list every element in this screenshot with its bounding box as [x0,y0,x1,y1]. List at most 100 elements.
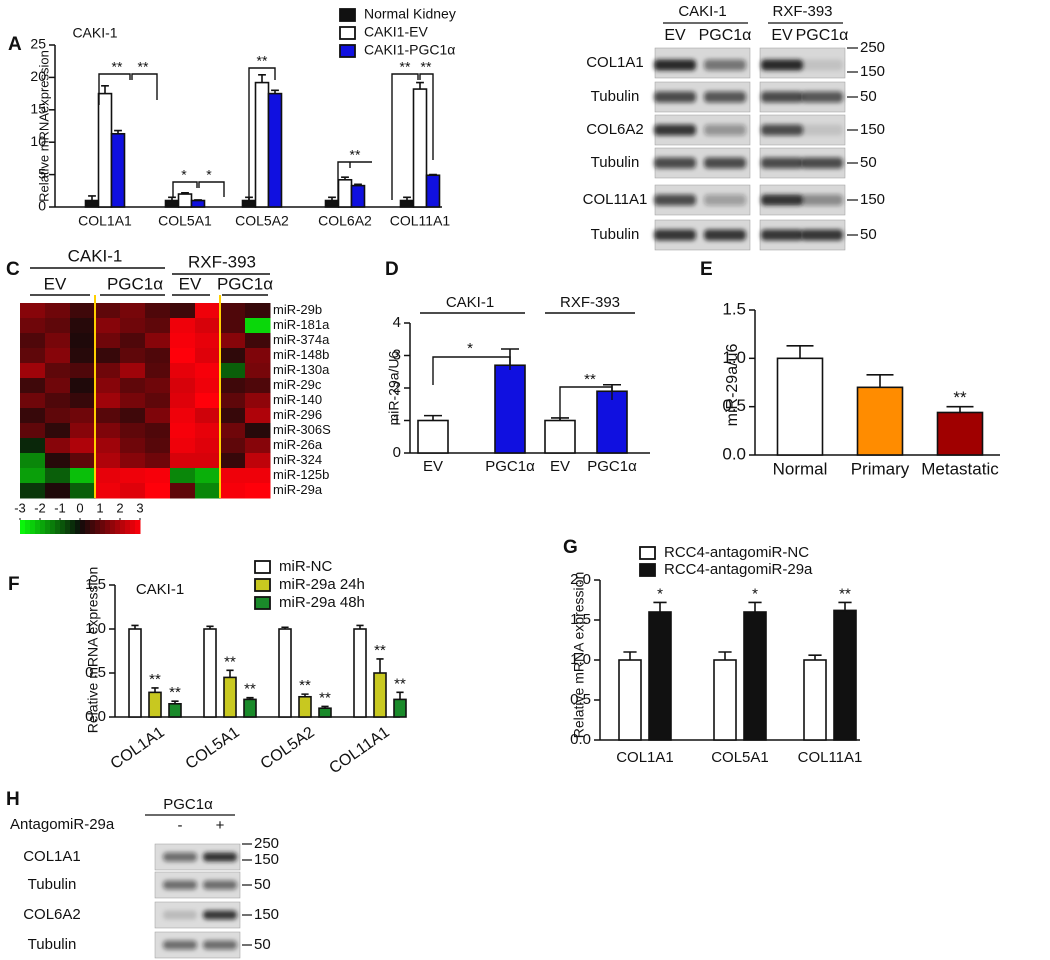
bar [267,92,283,208]
marker-label: 50 [860,154,877,171]
significance: ** [584,371,596,388]
bar [278,628,292,718]
legend-swatch [254,578,271,592]
significance: ** [112,59,123,75]
heatmap-cell [245,363,271,379]
heatmap-cell [120,393,146,409]
heatmap-cell [220,378,246,394]
bar [223,676,237,718]
error-bar [946,405,974,413]
x-tick-label: COL5A2 [235,213,289,229]
heatmap-cell [120,468,146,484]
heatmap-cell [170,408,196,424]
blot-group-label: RXF-393 [772,3,832,20]
y-tick-label: 25 [30,36,46,52]
blot-band [203,852,237,862]
y-tick-label: 1.0 [722,348,746,367]
panel-label: C [6,259,20,280]
legend-label: miR-29a 48h [279,594,365,611]
blot-band [654,124,696,136]
blot-row-label: COL6A2 [586,121,644,138]
x-tick-label: COL1A1 [616,749,674,766]
x-tick-label: COL1A1 [108,724,168,773]
x-tick-label: COL1A1 [78,213,132,229]
heatmap-cell [95,438,121,454]
heatmap-cell [195,378,221,394]
heatmap-cell [195,468,221,484]
error-bar [786,344,814,359]
significance: ** [350,147,361,163]
bar [412,88,428,208]
heatmap-cell [145,468,171,484]
heatmap-cell [120,378,146,394]
heatmap-cell [45,408,71,424]
x-tick-label: Normal [773,459,828,478]
heatmap-cell [95,318,121,334]
heatmap-cell [20,363,46,379]
legend-swatch [254,560,271,574]
heatmap-cell [45,453,71,469]
x-tick-label: PGC1α [587,458,637,475]
heatmap-cell [70,303,96,319]
colorbar-label: 0 [76,500,83,515]
error-bar [101,85,109,94]
y-tick-label: 1.0 [85,620,106,637]
colorbar-label: 3 [136,500,143,515]
x-tick-label: COL5A1 [711,749,769,766]
bar [803,659,827,741]
bar [177,193,193,208]
significance: * [467,340,473,357]
heatmap-cell [120,318,146,334]
panel-label: H [6,789,20,810]
significance-bracket [198,181,225,197]
heatmap-cell [95,468,121,484]
error-bar [271,89,279,94]
marker-label: 150 [860,63,885,80]
x-tick-label: Metastatic [921,459,999,478]
lane-label: PGC1α [699,27,752,44]
group-label: RXF-393 [188,252,256,271]
heatmap-cell [145,423,171,439]
lane-label: EV [771,27,793,44]
colorbar-segment [70,520,76,534]
y-axis-label: miR-29a/u6 [724,344,741,427]
row-label: miR-29c [273,377,322,392]
heatmap-cell [95,363,121,379]
blot-band [801,157,843,169]
subgroup-label: EV [179,274,202,293]
marker-label: 50 [254,876,271,893]
marker-label: 250 [860,39,885,56]
error-bar [376,658,384,673]
heatmap-cell [170,423,196,439]
bar [618,659,642,741]
row-label: miR-148b [273,347,329,362]
significance-bracket [248,67,276,200]
heatmap-cell [145,348,171,364]
heatmap-cell [120,303,146,319]
heatmap-cell [245,468,271,484]
significance: ** [138,59,149,75]
bar [164,199,180,208]
error-bar [396,691,404,700]
blot-row-label: Tubulin [591,154,640,171]
heatmap-cell [195,423,221,439]
row-label: miR-29a [273,482,323,497]
significance: ** [244,681,256,698]
heatmap-cell [220,423,246,439]
heatmap-cell [20,303,46,319]
error-bar [181,191,189,195]
heatmap-cell [145,438,171,454]
marker-label: 150 [860,121,885,138]
heatmap-cell [170,303,196,319]
y-tick-label: 3 [393,346,401,363]
heatmap-cell [245,483,271,499]
blot-header: PGC1α [163,796,213,813]
panel-label: A [8,34,22,55]
colorbar-label: -1 [54,500,66,515]
x-tick-label: COL5A2 [258,724,318,773]
blot-band [801,91,843,103]
colorbar-segment [45,520,51,534]
heatmap-cell [70,423,96,439]
colorbar-segment [115,520,121,534]
bar [243,698,257,718]
